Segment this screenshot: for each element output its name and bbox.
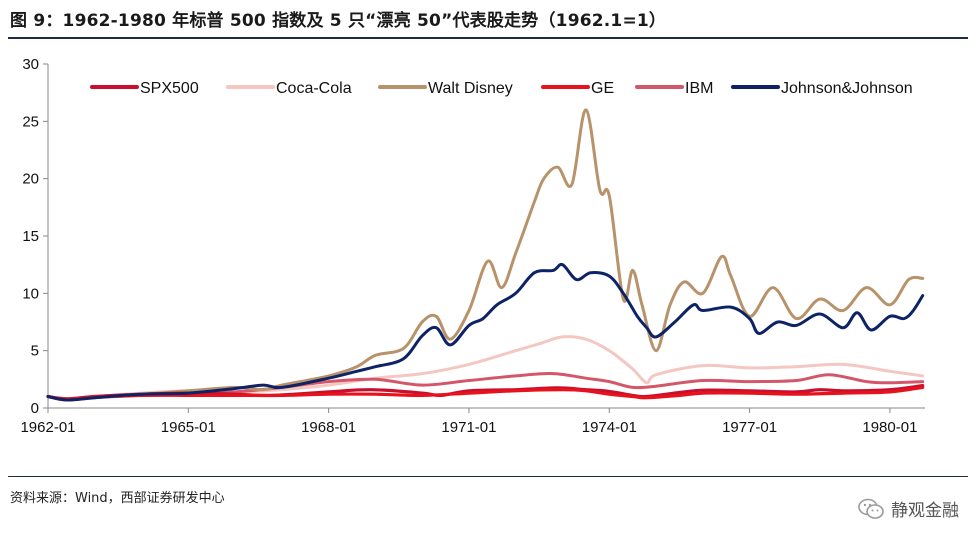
x-tick-label: 1980-01 [862, 419, 917, 436]
line-chart: 0 5 10 15 20 25 30 1962-01 1965-01 1968-01 1971-01… [20, 56, 925, 436]
legend-label: Walt Disney [428, 80, 513, 97]
x-tick-label: 1962-01 [20, 419, 75, 436]
y-tick-label: 30 [22, 56, 39, 73]
y-tick-label: 20 [22, 171, 39, 188]
legend-label: Johnson&Johnson [781, 80, 913, 97]
legend-item-spx500: SPX500 [90, 80, 199, 97]
series-layer [46, 108, 925, 402]
series-line-walt-disney [46, 108, 925, 401]
legend-item-johnson-johnson: Johnson&Johnson [731, 80, 913, 97]
series-line-ge [46, 385, 925, 402]
x-tick-label: 1971-01 [441, 419, 496, 436]
x-tick-label: 1965-01 [161, 419, 216, 436]
y-tick-label: 10 [22, 285, 39, 302]
legend-label: Coca-Cola [276, 80, 352, 97]
watermark-text: 静观金融 [891, 501, 959, 521]
wechat-logo-icon [858, 498, 884, 519]
source-note: 资料来源：Wind，西部证券研发中心 [10, 491, 225, 506]
chart-title: 图 9：1962-1980 年标普 500 指数及 5 只“漂亮 50”代表股走… [10, 11, 667, 31]
x-tick-label: 1968-01 [301, 419, 356, 436]
chart-axes: 0 5 10 15 20 25 30 1962-01 1965-01 1968-01 1971-01… [20, 56, 925, 436]
top-divider [8, 37, 968, 39]
series-line-johnson-johnson [46, 262, 925, 402]
y-tick-label: 5 [31, 343, 39, 360]
legend-label: SPX500 [140, 80, 199, 97]
chart-legend: SPX500 Coca-Cola Walt Disney GE IBM Johnson&J… [90, 80, 913, 97]
legend-label: IBM [685, 80, 713, 97]
watermark: 静观金融 [857, 496, 959, 521]
legend-item-ge: GE [541, 80, 614, 97]
x-tick-label: 1974-01 [582, 419, 637, 436]
legend-item-walt-disney: Walt Disney [378, 80, 513, 97]
legend-item-ibm: IBM [635, 80, 713, 97]
y-tick-label: 15 [22, 228, 39, 245]
bottom-divider [8, 476, 968, 477]
x-tick-label: 1977-01 [722, 419, 777, 436]
legend-item-coca-cola: Coca-Cola [226, 80, 352, 97]
y-tick-label: 25 [22, 113, 39, 130]
y-tick-label: 0 [31, 400, 39, 417]
legend-label: GE [591, 80, 614, 97]
